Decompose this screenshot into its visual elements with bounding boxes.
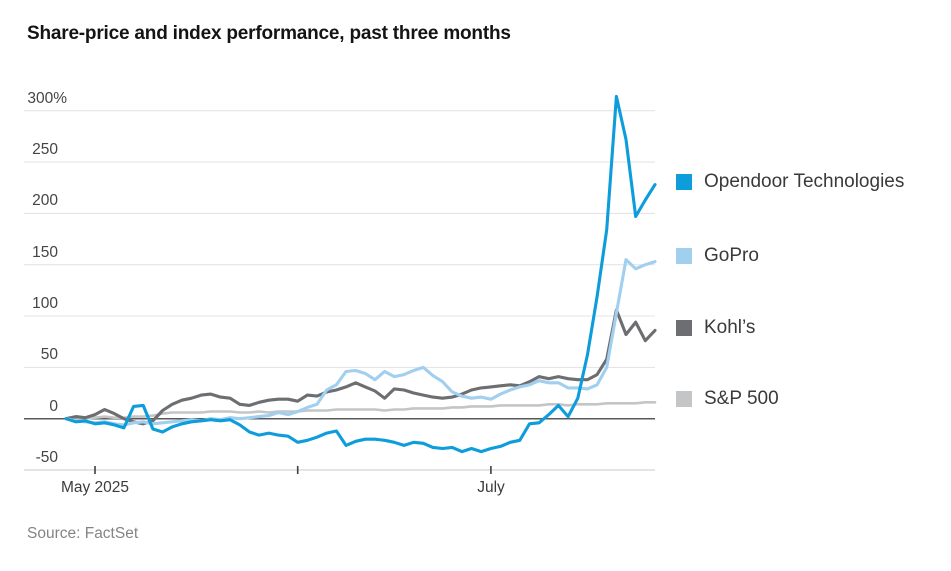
legend-label: S&P 500 [704, 388, 779, 409]
legend-item-gopro: GoPro [676, 245, 759, 266]
series-line-opendoor-technologies [64, 94, 657, 454]
y-axis-label-0: 0 [49, 398, 58, 415]
chart-title: Share-price and index performance, past … [27, 23, 511, 44]
series-line-gopro [64, 258, 657, 427]
y-axis-label-200: 200 [32, 192, 58, 209]
x-axis-label-july: July [477, 479, 505, 496]
legend-swatch-opendoor-technologies [676, 174, 692, 190]
legend-swatch-gopro [676, 248, 692, 264]
legend-item-kohls: Kohl’s [676, 317, 756, 338]
source-note: Source: FactSet [27, 525, 139, 542]
legend-swatch-sp-500 [676, 391, 692, 407]
legend-label: GoPro [704, 245, 759, 266]
y-axis-label-300: 300% [27, 90, 67, 107]
y-axis-label-150: 150 [32, 244, 58, 261]
y-axis-label--50: -50 [35, 449, 58, 466]
legend-swatch-kohls [676, 320, 692, 336]
x-axis-label-may-2025: May 2025 [60, 479, 130, 496]
y-axis-label-100: 100 [32, 295, 58, 312]
legend-item-opendoor-technologies: Opendoor Technologies [676, 171, 905, 192]
y-axis-label-250: 250 [32, 141, 58, 158]
legend-item-sp-500: S&P 500 [676, 388, 779, 409]
series-line-s-p-500 [64, 400, 657, 422]
legend-label: Kohl’s [704, 317, 756, 338]
legend-label: Opendoor Technologies [704, 171, 905, 192]
series-line-kohl-s [64, 308, 657, 426]
y-axis-label-50: 50 [40, 346, 58, 363]
